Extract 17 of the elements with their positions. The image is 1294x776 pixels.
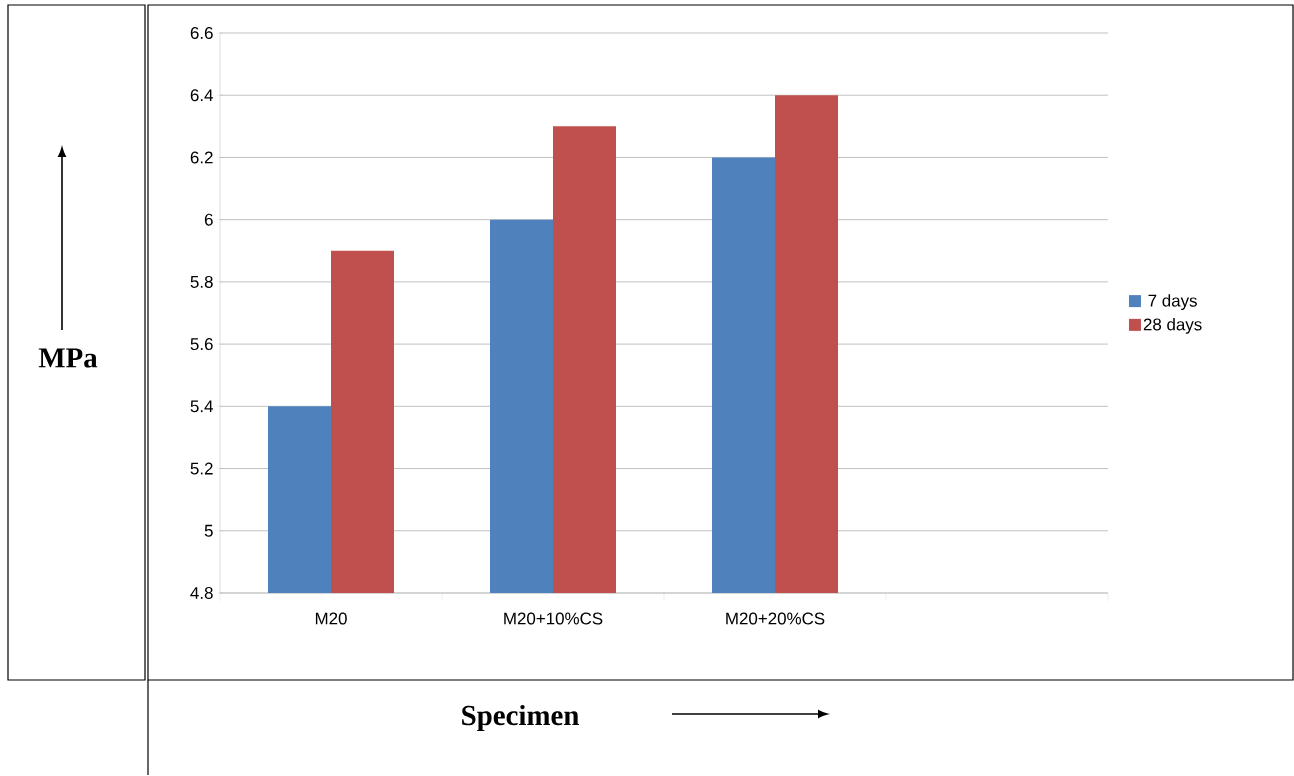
legend-label: 7 days xyxy=(1148,294,1197,311)
y-axis-title: MPa xyxy=(38,348,98,368)
y-tick-label: 5.2 xyxy=(190,462,213,475)
y-tick-label: 6 xyxy=(204,213,213,226)
x-axis-title: Specimen xyxy=(462,704,579,732)
x-tick-label: M20 xyxy=(315,612,347,625)
y-tick-label: 6.6 xyxy=(190,26,213,39)
x-tick-label: M20+20%CS xyxy=(726,612,825,625)
y-tick-label: 4.8 xyxy=(190,587,213,599)
y-tick-label: 5 xyxy=(204,524,213,537)
y-tick-label: 5.8 xyxy=(190,275,213,288)
y-tick-label: 5.6 xyxy=(190,338,213,351)
x-tick-label: M20+10%CS xyxy=(504,612,603,625)
y-tick-label: 5.4 xyxy=(190,400,213,413)
y-tick-label: 6.2 xyxy=(190,151,213,164)
y-tick-label: 6.4 xyxy=(190,89,213,102)
legend-label: 28 days xyxy=(1143,317,1202,334)
